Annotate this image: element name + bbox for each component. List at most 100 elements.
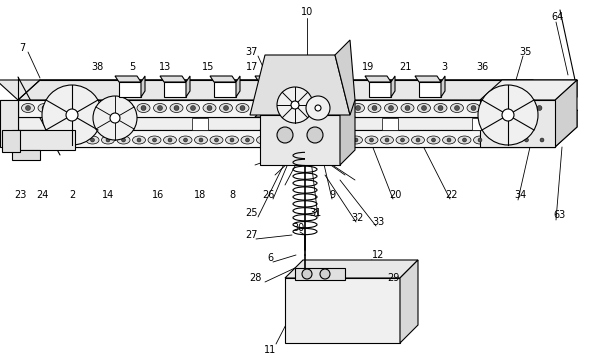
Ellipse shape: [334, 136, 347, 144]
Circle shape: [110, 113, 120, 123]
Ellipse shape: [349, 136, 362, 144]
Ellipse shape: [241, 136, 254, 144]
Ellipse shape: [86, 136, 99, 144]
Polygon shape: [277, 118, 293, 130]
Circle shape: [502, 109, 514, 121]
Circle shape: [389, 106, 393, 110]
Circle shape: [214, 138, 219, 142]
Circle shape: [277, 87, 313, 123]
Circle shape: [168, 138, 172, 142]
Ellipse shape: [55, 136, 68, 144]
Ellipse shape: [489, 136, 502, 144]
Circle shape: [207, 106, 212, 110]
Circle shape: [455, 106, 459, 110]
Circle shape: [124, 106, 130, 110]
Text: 20: 20: [389, 190, 401, 200]
Circle shape: [478, 85, 538, 145]
Circle shape: [307, 138, 312, 142]
Polygon shape: [18, 80, 577, 100]
Polygon shape: [259, 82, 281, 97]
Polygon shape: [415, 76, 441, 82]
Ellipse shape: [458, 136, 471, 144]
Circle shape: [174, 106, 179, 110]
Polygon shape: [115, 76, 141, 82]
Ellipse shape: [319, 136, 332, 144]
Ellipse shape: [101, 136, 114, 144]
Text: 7: 7: [19, 43, 25, 53]
Text: 32: 32: [352, 213, 364, 223]
Polygon shape: [335, 40, 355, 115]
Text: 27: 27: [246, 230, 258, 240]
Polygon shape: [210, 76, 236, 82]
Circle shape: [106, 138, 110, 142]
Ellipse shape: [71, 103, 84, 113]
Text: 18: 18: [194, 190, 206, 200]
Ellipse shape: [467, 103, 480, 113]
Text: 19: 19: [362, 62, 374, 72]
Ellipse shape: [137, 103, 150, 113]
Text: 14: 14: [102, 190, 114, 200]
Polygon shape: [391, 76, 395, 97]
Circle shape: [494, 138, 498, 142]
Ellipse shape: [401, 103, 414, 113]
Ellipse shape: [286, 103, 299, 113]
Circle shape: [385, 138, 389, 142]
Text: 30: 30: [292, 223, 304, 233]
Text: 3: 3: [441, 62, 447, 72]
Circle shape: [432, 138, 435, 142]
Polygon shape: [382, 118, 398, 130]
Circle shape: [184, 138, 187, 142]
Ellipse shape: [203, 103, 216, 113]
Polygon shape: [112, 118, 128, 130]
Text: 25: 25: [246, 208, 258, 218]
Ellipse shape: [368, 103, 381, 113]
Circle shape: [320, 269, 330, 279]
Ellipse shape: [8, 136, 22, 144]
Ellipse shape: [319, 103, 332, 113]
Text: 2: 2: [69, 190, 75, 200]
Text: 24: 24: [36, 190, 48, 200]
Ellipse shape: [412, 136, 425, 144]
Text: 5: 5: [129, 62, 135, 72]
Text: 9: 9: [329, 190, 335, 200]
Polygon shape: [419, 82, 441, 97]
Text: 10: 10: [301, 7, 313, 17]
Polygon shape: [285, 278, 400, 343]
Bar: [2, 130, 20, 152]
Circle shape: [478, 138, 482, 142]
Polygon shape: [18, 130, 555, 147]
Polygon shape: [12, 150, 40, 160]
Polygon shape: [555, 80, 577, 147]
Circle shape: [306, 96, 330, 120]
Polygon shape: [255, 76, 281, 82]
Text: 34: 34: [514, 190, 526, 200]
Polygon shape: [192, 118, 208, 130]
Text: 63: 63: [554, 210, 566, 220]
Polygon shape: [295, 268, 345, 280]
Circle shape: [91, 138, 94, 142]
Circle shape: [504, 106, 509, 110]
Text: 28: 28: [249, 273, 261, 283]
Ellipse shape: [520, 136, 533, 144]
Ellipse shape: [39, 136, 52, 144]
Circle shape: [292, 138, 296, 142]
Text: 15: 15: [202, 62, 214, 72]
Circle shape: [277, 127, 293, 143]
Circle shape: [290, 106, 294, 110]
Polygon shape: [480, 100, 555, 147]
Circle shape: [401, 138, 405, 142]
Circle shape: [223, 106, 229, 110]
Circle shape: [199, 138, 203, 142]
Circle shape: [339, 106, 344, 110]
Polygon shape: [18, 100, 555, 117]
Ellipse shape: [427, 136, 440, 144]
Ellipse shape: [253, 103, 266, 113]
Ellipse shape: [451, 103, 464, 113]
Circle shape: [42, 85, 102, 145]
Circle shape: [540, 138, 544, 142]
Ellipse shape: [194, 136, 207, 144]
Ellipse shape: [220, 103, 233, 113]
Circle shape: [276, 138, 280, 142]
Ellipse shape: [385, 103, 398, 113]
Polygon shape: [18, 110, 577, 130]
